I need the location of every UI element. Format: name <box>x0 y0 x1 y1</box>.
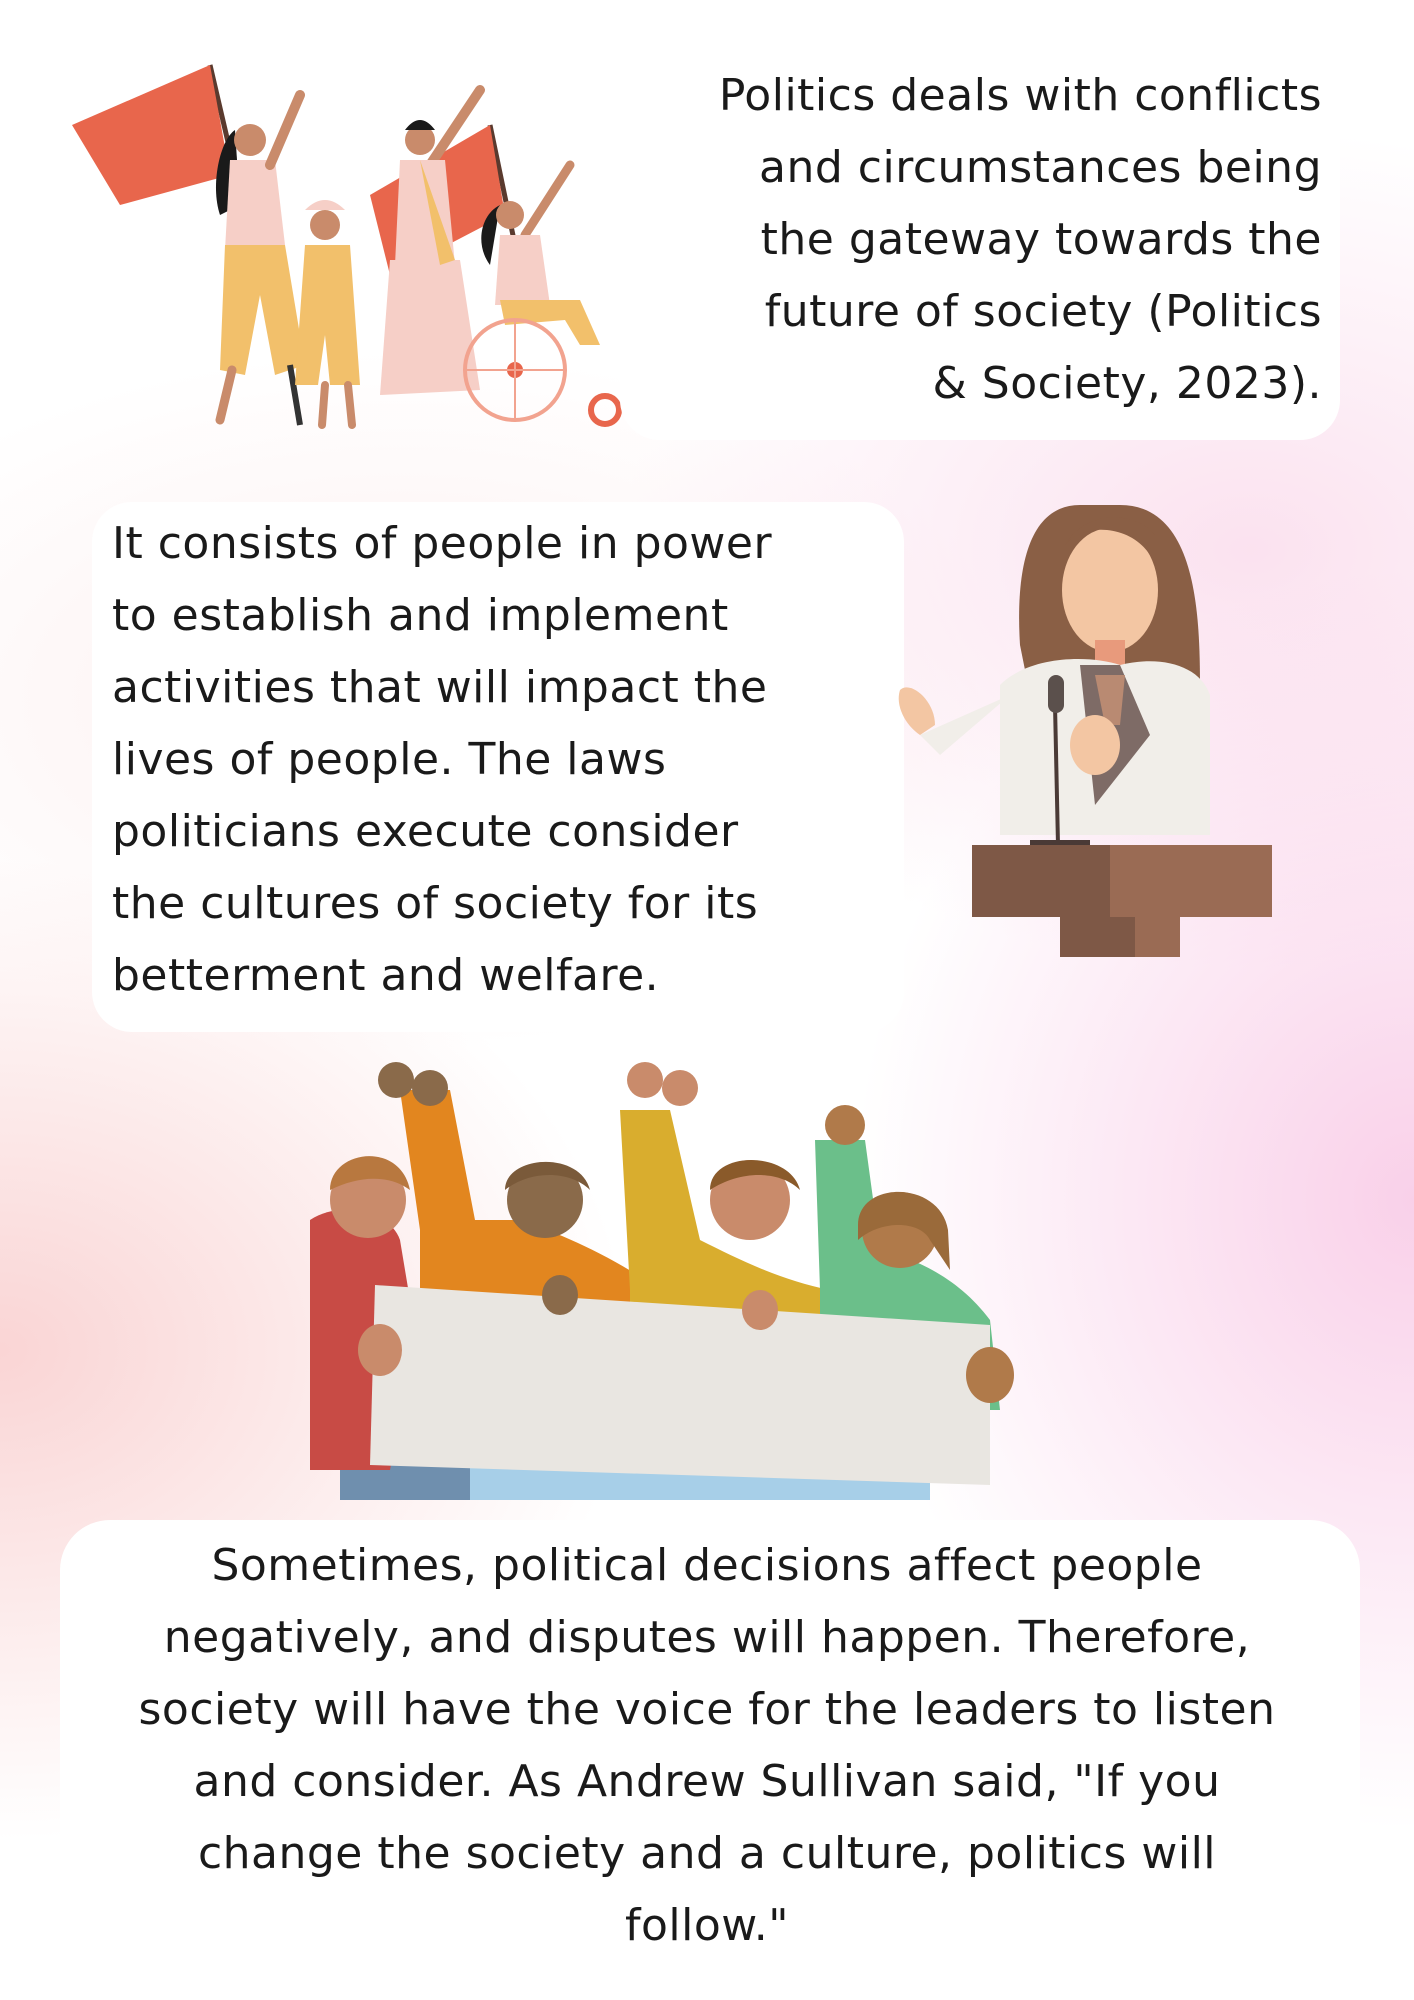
power-text-line: It consists of people in power <box>112 518 773 569</box>
woman-speaker-podium-icon <box>880 505 1300 965</box>
quote-text-line: change the society and a culture, politi… <box>197 1828 1217 1879</box>
women-rally-illustration-icon <box>60 45 660 445</box>
protest-group-banner-icon <box>300 1050 1060 1500</box>
quote-text-line: follow." <box>625 1900 789 1951</box>
intro-text-bubble <box>620 60 1340 440</box>
quote-text-bubble <box>60 1520 1360 1980</box>
intro-text-line: and circumstances being <box>759 142 1322 193</box>
quote-text-line: Sometimes, political decisions affect pe… <box>211 1540 1203 1591</box>
intro-text-line: the gateway towards the <box>760 214 1322 265</box>
intro-text-line: & Society, 2023). <box>932 358 1322 409</box>
power-text-line: betterment and welfare. <box>112 950 660 1001</box>
power-text-line: the cultures of society for its <box>112 878 759 929</box>
power-text-line: lives of people. The laws <box>112 734 667 785</box>
quote-text-line: society will have the voice for the lead… <box>138 1684 1276 1735</box>
power-text-line: activities that will impact the <box>112 662 768 713</box>
power-text-bubble <box>92 502 904 1032</box>
quote-text-line: negatively, and disputes will happen. Th… <box>163 1612 1251 1663</box>
intro-text-line: future of society (Politics <box>764 286 1322 337</box>
power-text-line: politicians execute consider <box>112 806 739 857</box>
quote-text-line: and consider. As Andrew Sullivan said, "… <box>193 1756 1221 1807</box>
power-text-line: to establish and implement <box>112 590 729 641</box>
intro-text-line: Politics deals with conflicts <box>718 70 1322 121</box>
